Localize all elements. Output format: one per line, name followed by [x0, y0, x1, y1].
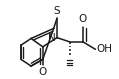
Text: O: O [39, 67, 47, 77]
Text: N: N [48, 33, 55, 43]
Text: OH: OH [96, 44, 112, 54]
Text: S: S [54, 6, 60, 16]
Text: O: O [79, 14, 87, 24]
